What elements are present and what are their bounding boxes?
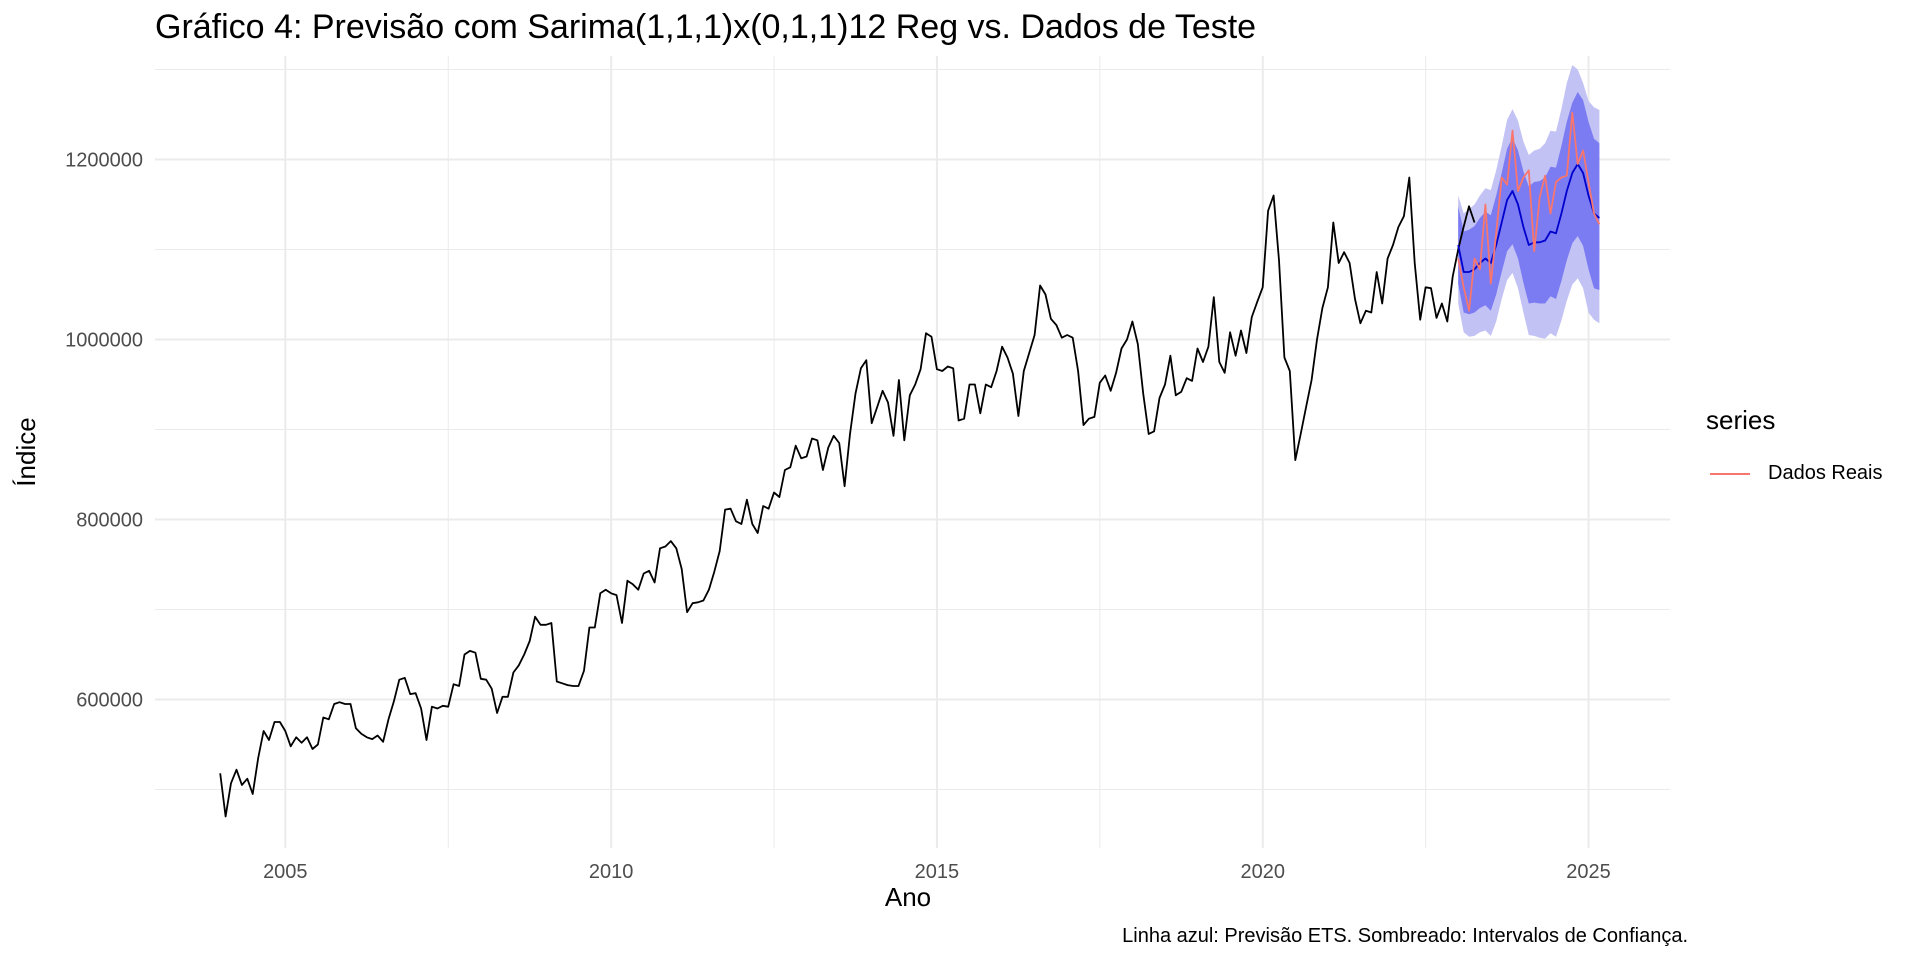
- history-line: [219, 176, 1476, 818]
- legend: series Dados Reais: [1706, 405, 1883, 485]
- legend-key-line: [1710, 472, 1750, 475]
- grid-lines: [155, 56, 1670, 848]
- legend-title: series: [1706, 405, 1776, 435]
- y-tick-label: 1200000: [65, 150, 143, 172]
- confidence-bands: [1458, 65, 1600, 339]
- x-tick-label: 2015: [915, 861, 960, 883]
- chart-caption: Linha azul: Previsão ETS. Sombreado: Int…: [1122, 925, 1688, 947]
- legend-item-dados-reais: Dados Reais: [1710, 462, 1883, 485]
- x-tick-label: 2005: [263, 861, 308, 883]
- forecast-line: [1457, 163, 1600, 273]
- y-tick-label: 600000: [76, 690, 143, 712]
- legend-label: Dados Reais: [1768, 462, 1883, 484]
- y-axis-title: Índice: [11, 417, 41, 486]
- tick-labels: 2005 2010 2015 2020 2025 600000 800000 1000000 1…: [65, 150, 1611, 884]
- x-tick-label: 2010: [589, 861, 634, 883]
- y-tick-label: 1000000: [65, 330, 143, 352]
- x-tick-label: 2025: [1566, 861, 1611, 883]
- x-axis-title: Ano: [885, 882, 931, 912]
- y-tick-label: 800000: [76, 510, 143, 532]
- test-data-line: [1457, 111, 1601, 312]
- series-lines: [219, 111, 1601, 818]
- chart-title: Gráfico 4: Previsão com Sarima(1,1,1)x(0…: [155, 8, 1257, 46]
- x-tick-label: 2020: [1240, 861, 1285, 883]
